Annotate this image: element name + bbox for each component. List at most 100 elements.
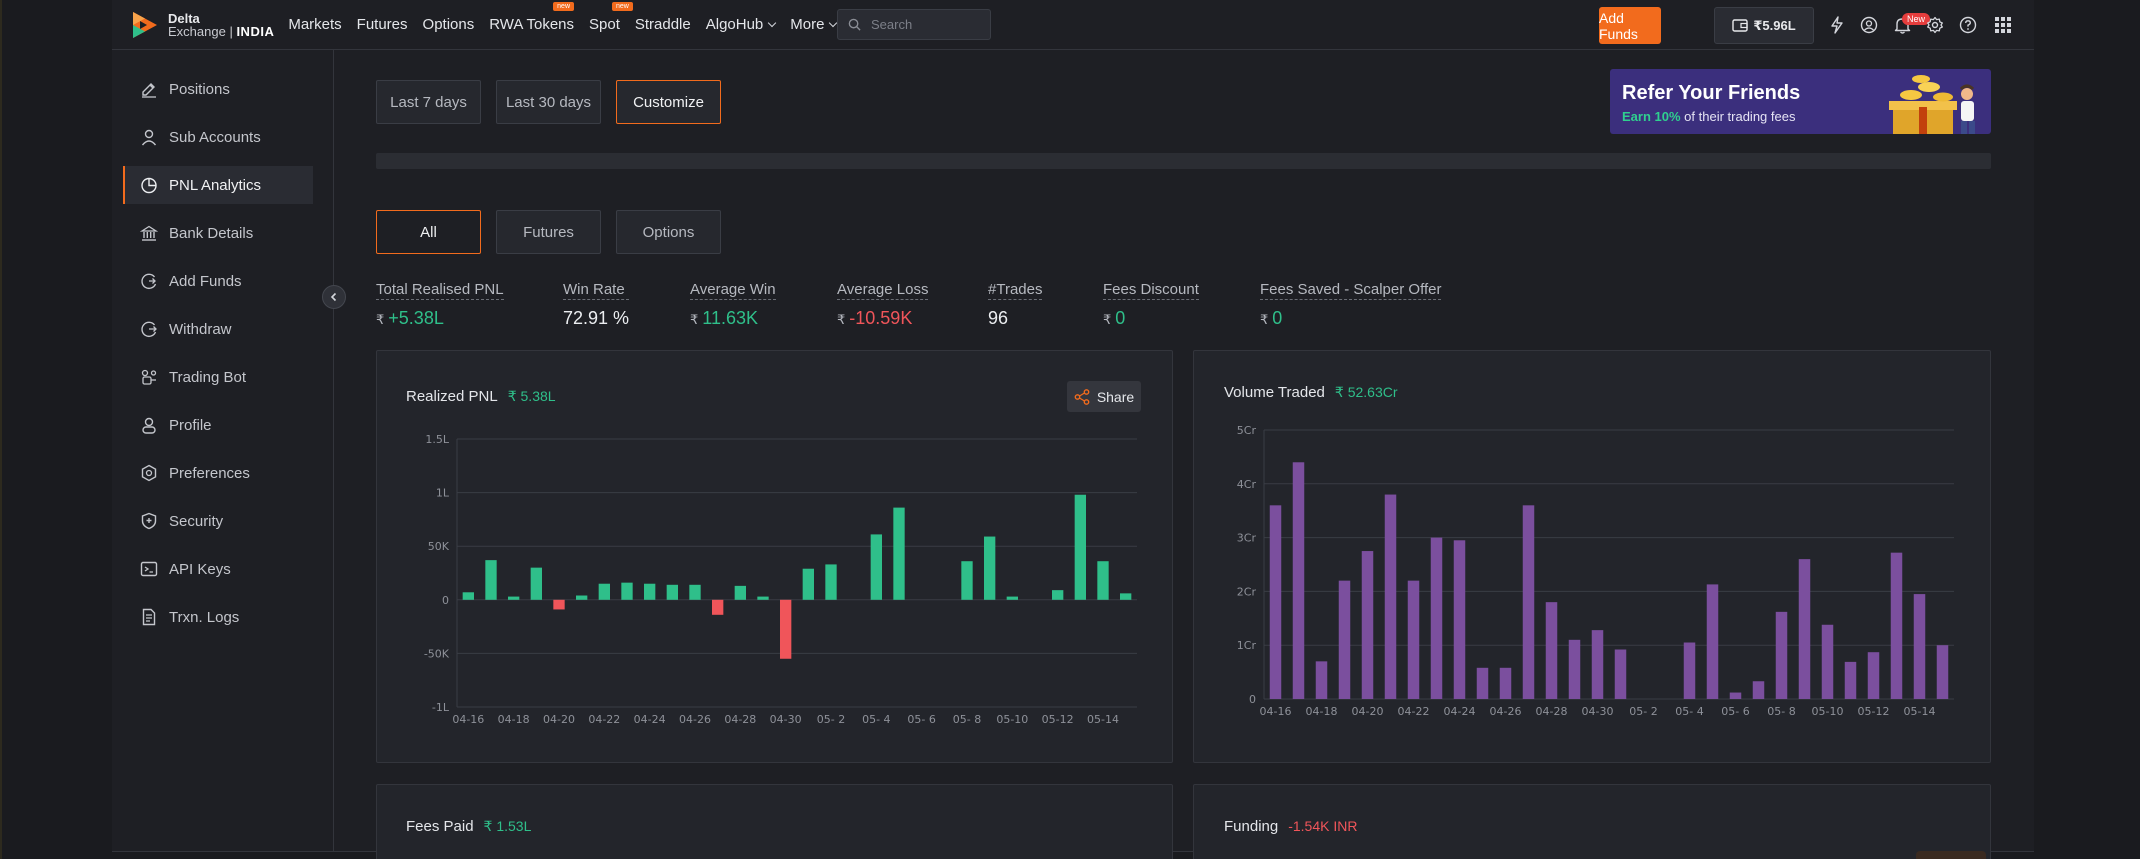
nav-rwa-tokens[interactable]: RWA Tokens new [489,2,574,33]
bar[interactable] [1292,462,1305,699]
sidebar-item-add-funds[interactable]: Add Funds [123,262,313,300]
filter-last-7-days[interactable]: Last 7 days [376,80,481,124]
sidebar-item-trxn-logs[interactable]: Trxn. Logs [123,598,313,636]
bar[interactable] [1867,652,1880,699]
bar[interactable] [1798,559,1811,699]
bar[interactable] [825,564,837,600]
bar[interactable] [1683,642,1696,699]
nav-more[interactable]: More [790,16,838,33]
bar[interactable] [1074,494,1086,600]
bar[interactable] [1453,540,1466,699]
bar[interactable] [1384,494,1397,699]
stat-label[interactable]: Average Win [690,281,776,300]
bar[interactable] [1568,639,1581,699]
bar[interactable] [508,596,520,600]
share-button[interactable]: Share [1067,381,1141,412]
bar[interactable] [598,583,610,600]
bar[interactable] [666,584,678,600]
bar[interactable] [1775,611,1788,699]
sidebar-item-trading-bot[interactable]: Trading Bot [123,358,313,396]
bar[interactable] [1097,561,1109,600]
sidebar-item-pnl-analytics[interactable]: PNL Analytics [123,166,313,204]
bar[interactable] [576,595,588,600]
bar[interactable] [1407,580,1420,699]
sidebar-item-preferences[interactable]: Preferences [123,454,313,492]
bar[interactable] [1476,667,1489,699]
bar[interactable] [1430,537,1443,699]
sidebar-item-bank-details[interactable]: Bank Details [123,214,313,252]
bar[interactable] [893,507,905,600]
nav-options[interactable]: Options [423,16,475,33]
bar[interactable] [1522,505,1535,699]
refer-friends-banner[interactable]: Refer Your Friends Earn 10% of their tra… [1610,69,1991,134]
bar[interactable] [1706,584,1719,699]
bar[interactable] [1361,551,1374,699]
bar[interactable] [1545,602,1558,699]
sidebar-item-security[interactable]: Security [123,502,313,540]
add-funds-button[interactable]: Add Funds [1599,7,1661,44]
filter-customize[interactable]: Customize [616,80,721,124]
bar[interactable] [1752,681,1765,699]
stat-label[interactable]: #Trades [988,281,1043,300]
bar[interactable] [1936,645,1949,699]
bar[interactable] [1499,667,1512,699]
filter-all[interactable]: All [376,210,481,254]
sidebar-item-withdraw[interactable]: Withdraw [123,310,313,348]
filter-futures[interactable]: Futures [496,210,601,254]
bar[interactable] [712,599,724,615]
filter-last-30-days[interactable]: Last 30 days [496,80,601,124]
bar[interactable] [1052,590,1064,600]
bar[interactable] [644,583,656,600]
sidebar-item-positions[interactable]: Positions [123,70,313,108]
filter-options[interactable]: Options [616,210,721,254]
nav-algohub[interactable]: AlgoHub [706,16,777,33]
bar[interactable] [802,568,814,600]
bar[interactable] [530,567,542,600]
lightning-icon[interactable] [1826,14,1848,36]
stat-label[interactable]: Fees Discount [1103,281,1199,300]
bar[interactable] [1913,594,1926,699]
bar[interactable] [780,599,792,659]
bar[interactable] [1269,505,1282,699]
collapse-sidebar-button[interactable] [322,285,346,309]
search-box[interactable] [837,9,991,40]
bar[interactable] [1729,692,1742,699]
bar[interactable] [1591,630,1604,699]
bar[interactable] [1315,661,1328,699]
bar[interactable] [757,596,769,600]
bar[interactable] [1890,552,1903,699]
nav-markets[interactable]: Markets [288,16,341,33]
bar[interactable] [553,599,565,610]
stat-label[interactable]: Fees Saved - Scalper Offer [1260,281,1442,300]
apps-grid-icon[interactable] [1992,14,2014,36]
bar[interactable] [1614,649,1627,699]
bar[interactable] [1120,593,1132,600]
bar[interactable] [621,582,633,600]
bar[interactable] [1821,624,1834,699]
bar[interactable] [961,561,973,600]
stat-label[interactable]: Win Rate [563,281,630,300]
floating-widget-tab[interactable] [1916,851,1986,859]
nav-futures[interactable]: Futures [357,16,408,33]
bar[interactable] [984,536,996,600]
settings-gear-icon[interactable] [1924,14,1946,36]
sidebar-item-profile[interactable]: Profile [123,406,313,444]
help-icon[interactable] [1957,14,1979,36]
search-input[interactable] [871,17,981,32]
bar[interactable] [485,560,497,600]
nav-straddle[interactable]: Straddle [635,16,691,33]
bar[interactable] [1844,661,1857,699]
stat-label[interactable]: Average Loss [837,281,929,300]
nav-spot[interactable]: Spot new [589,2,633,33]
sidebar-item-sub-accounts[interactable]: Sub Accounts [123,118,313,156]
wallet-balance-button[interactable]: ₹5.96L [1714,7,1814,44]
delta-exchange-logo[interactable]: Delta Exchange | INDIA [130,10,274,40]
bar[interactable] [462,592,474,600]
sidebar-item-api-keys[interactable]: API Keys [123,550,313,588]
bar[interactable] [689,584,701,600]
bar[interactable] [1338,580,1351,699]
stat-label[interactable]: Total Realised PNL [376,281,504,300]
bar[interactable] [1006,596,1018,600]
bar[interactable] [870,534,882,600]
bar[interactable] [734,585,746,600]
